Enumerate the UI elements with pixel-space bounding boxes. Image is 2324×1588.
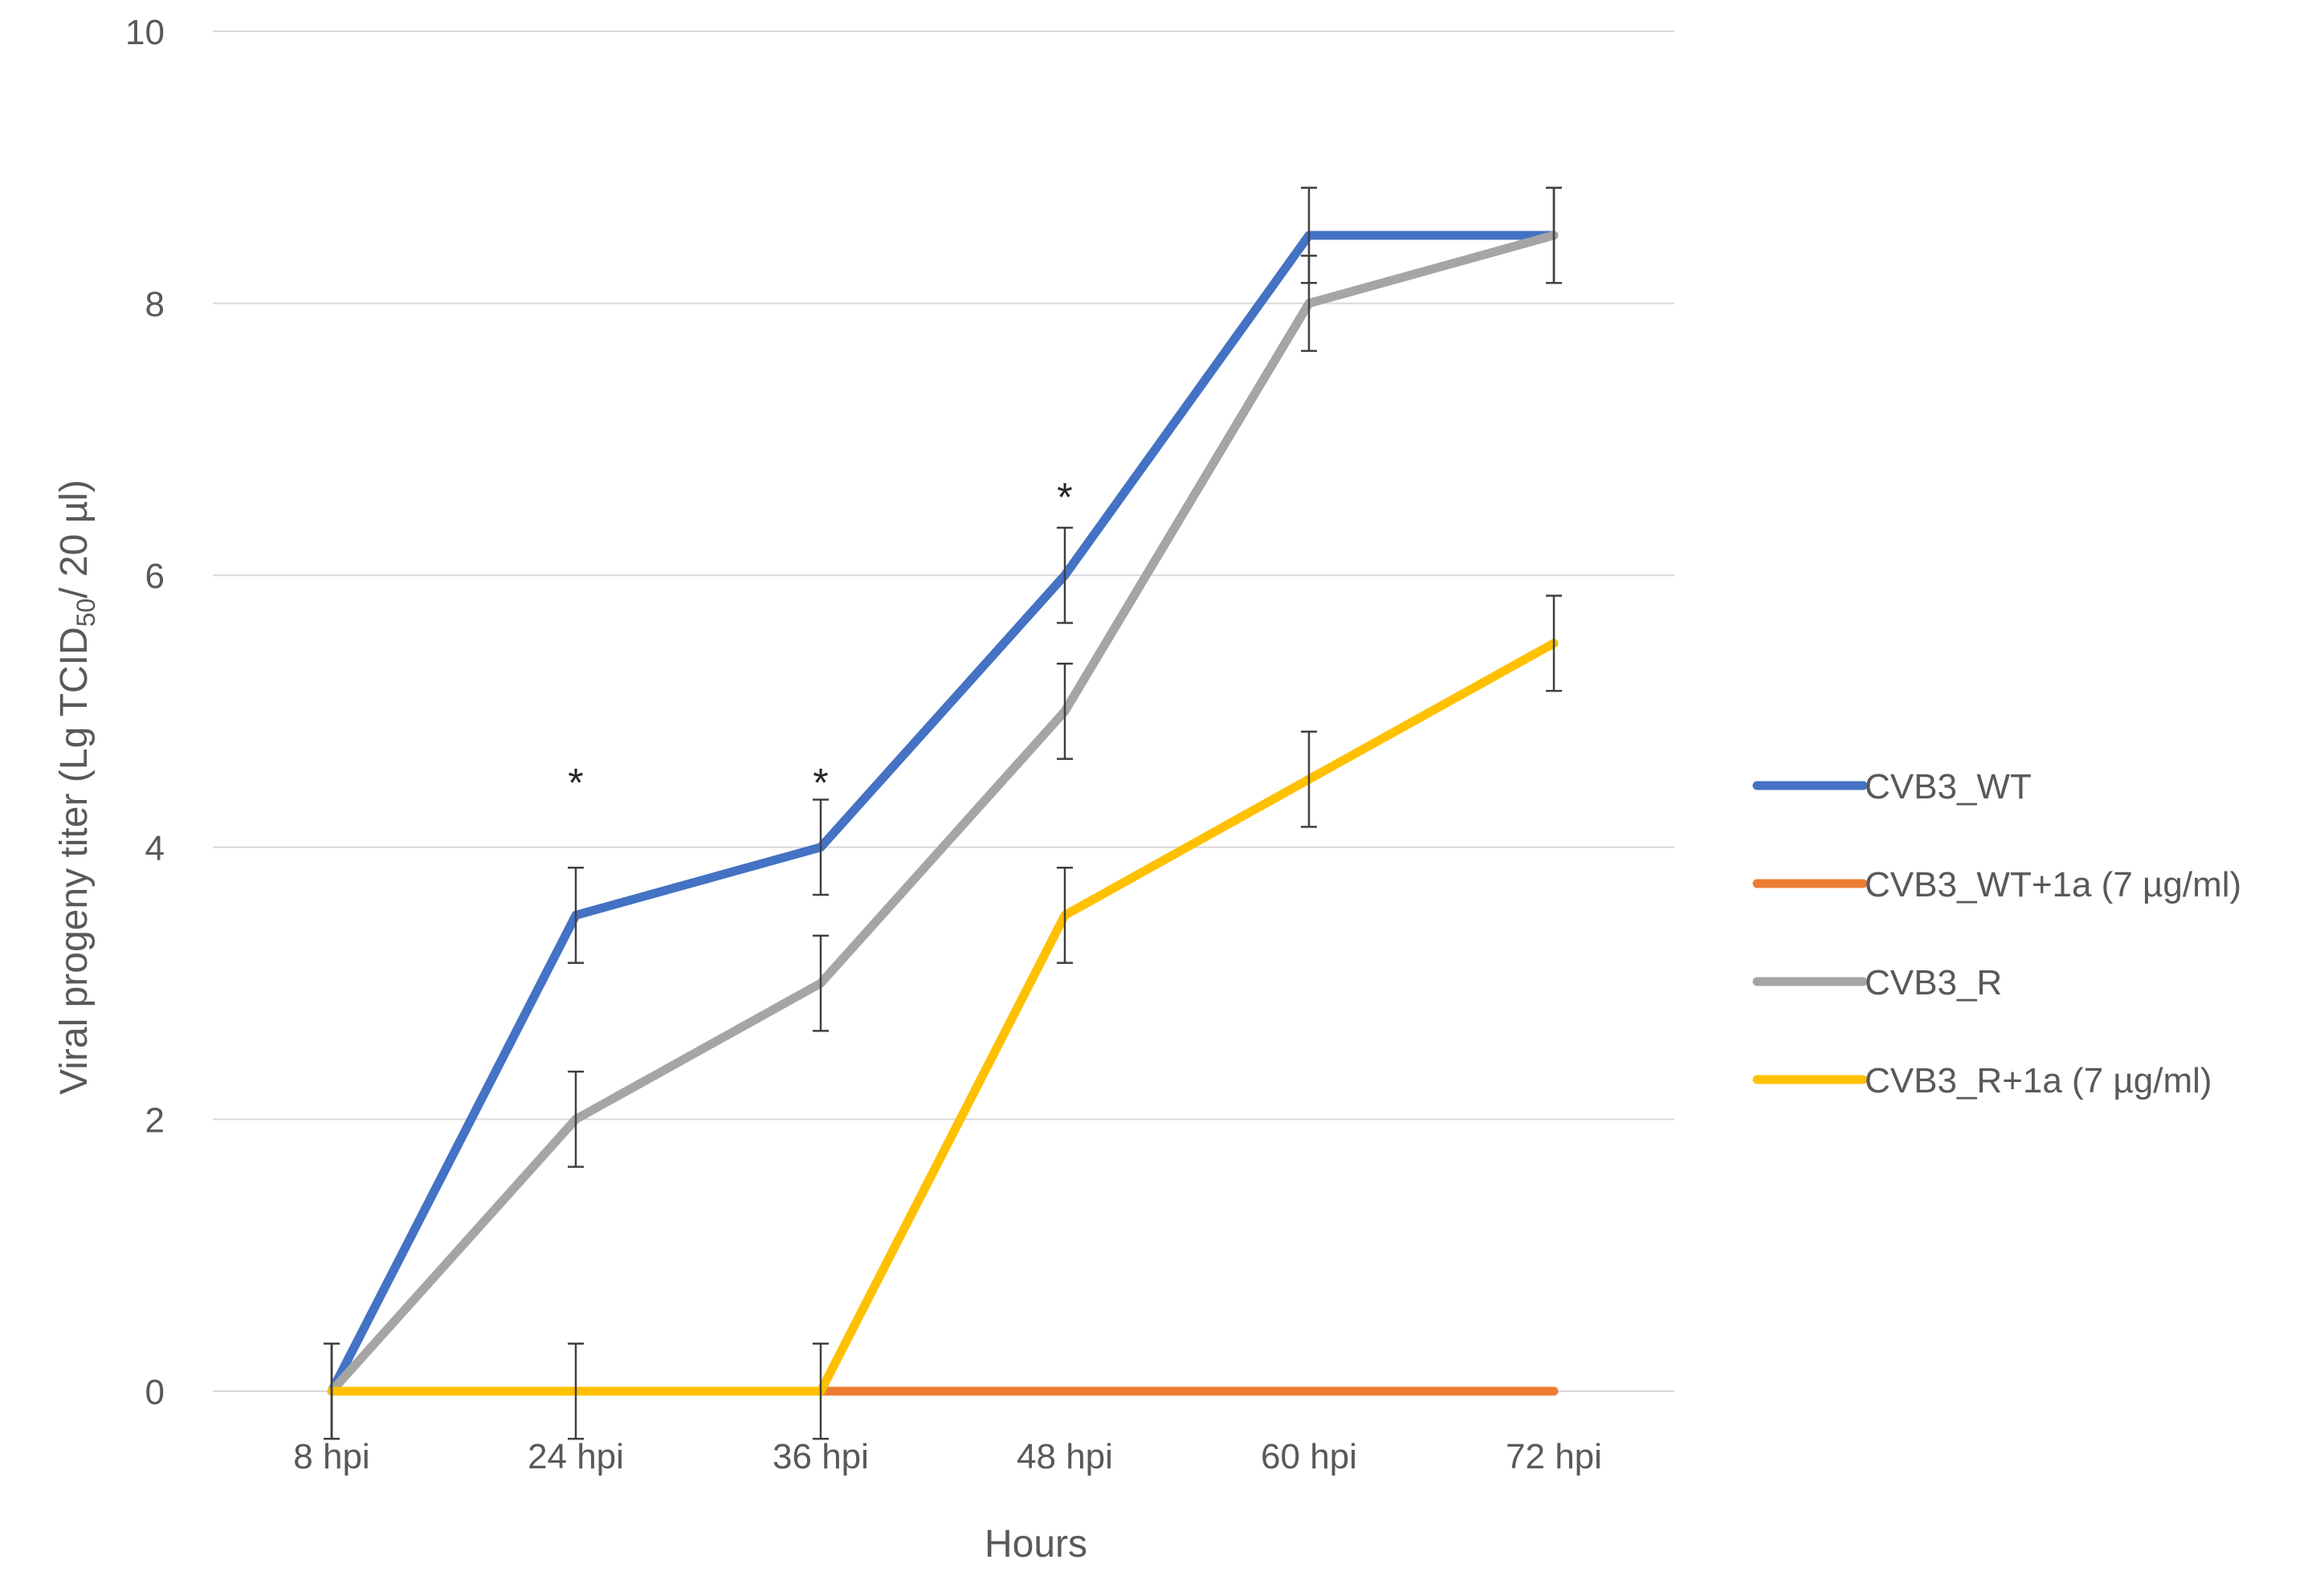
x-tick-label: 48 hpi [1017, 1437, 1113, 1476]
error-bar [568, 866, 584, 964]
legend-label: CVB3_WT+1a (7 µg/ml) [1865, 865, 2241, 904]
y-tick-label: 2 [145, 1100, 165, 1140]
y-axis-title-end: / 20 µl) [53, 480, 96, 598]
error-bar [813, 1342, 829, 1440]
error-bar [1301, 255, 1317, 353]
series-line-3 [327, 231, 1559, 1396]
y-tick-label: 6 [145, 557, 165, 596]
x-tick-label: 72 hpi [1506, 1437, 1602, 1476]
error-bar [1301, 730, 1317, 828]
x-axis-title: Hours [985, 1523, 1087, 1566]
y-tick-label: 8 [145, 285, 165, 325]
error-bar [813, 798, 829, 896]
error-bar [1546, 594, 1562, 692]
significance-asterisk: * [813, 761, 828, 806]
error-bar [568, 1342, 584, 1440]
y-axis-title: Viral progeny titer (Lg TCID50/ 20 µl) [53, 480, 100, 1095]
significance-asterisk: * [568, 761, 583, 806]
error-bar [324, 1342, 340, 1440]
error-bar [568, 1070, 584, 1168]
error-bar [1057, 866, 1073, 964]
legend-entry: CVB3_R [1752, 963, 2002, 1002]
legend-label: CVB3_R+1a (7 µg/ml) [1865, 1061, 2212, 1100]
legend-label: CVB3_WT [1865, 767, 2032, 806]
y-axis-title-main: Viral progeny titer (Lg TCID [53, 627, 96, 1094]
x-tick-label: 36 hpi [773, 1437, 869, 1476]
y-axis-ticks: 0 2 4 6 8 10 [125, 13, 165, 1412]
legend-entry: CVB3_R+1a (7 µg/ml) [1752, 1061, 2212, 1100]
y-axis-title-subscript: 50 [71, 598, 100, 627]
error-bar [1057, 662, 1073, 761]
legend: CVB3_WT CVB3_WT+1a (7 µg/ml) CVB3_R CVB3_R+… [1752, 767, 2241, 1100]
series-line-4 [327, 639, 1559, 1396]
x-tick-label: 60 hpi [1261, 1437, 1357, 1476]
legend-label: CVB3_R [1865, 963, 2002, 1002]
y-tick-label: 10 [125, 13, 165, 52]
x-tick-label: 24 hpi [528, 1437, 624, 1476]
y-tick-label: 4 [145, 829, 165, 868]
error-bar [1057, 526, 1073, 624]
error-bars [324, 186, 1562, 1440]
x-tick-label: 8 hpi [293, 1437, 369, 1476]
series-line-1 [327, 231, 1559, 1396]
series-lines [327, 231, 1559, 1396]
error-bar [813, 934, 829, 1032]
legend-entry: CVB3_WT+1a (7 µg/ml) [1752, 865, 2241, 904]
error-bar [1546, 186, 1562, 284]
legend-entry: CVB3_WT [1752, 767, 2032, 806]
significance-annotations: * * * [568, 475, 1072, 806]
x-axis-ticks: 8 hpi 24 hpi 36 hpi 48 hpi 60 hpi 72 hpi [293, 1437, 1602, 1476]
significance-asterisk: * [1057, 475, 1072, 520]
y-tick-label: 0 [145, 1373, 165, 1412]
